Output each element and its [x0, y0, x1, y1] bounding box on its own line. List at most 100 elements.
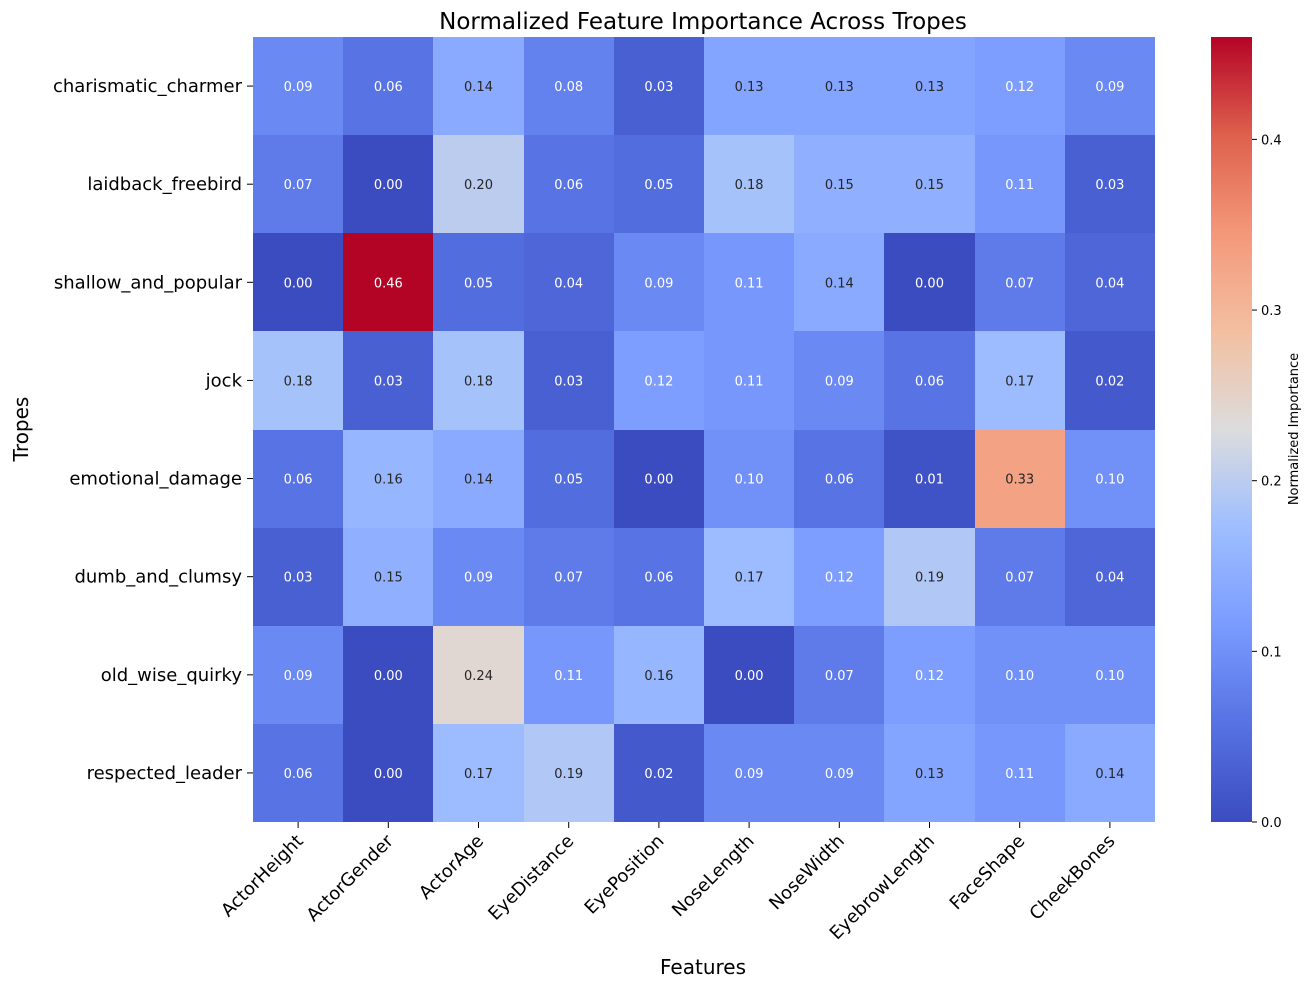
cell-value-label: 0.11: [735, 276, 764, 291]
cell-value-label: 0.14: [1095, 767, 1124, 782]
cell-value-label: 0.09: [644, 276, 673, 291]
cell-value-label: 0.09: [1095, 80, 1124, 95]
cell-value-label: 0.07: [284, 178, 313, 193]
heatmap-cell: [884, 37, 975, 135]
cell-value-label: 0.12: [915, 669, 944, 684]
heatmap-cell: [1065, 626, 1155, 724]
heatmap-cell: [975, 430, 1065, 528]
cell-value-label: 0.46: [374, 276, 403, 291]
cell-value-label: 0.13: [915, 80, 944, 95]
heatmap-cell: [343, 626, 433, 724]
heatmap-cell: [343, 331, 433, 430]
cell-value-label: 0.13: [915, 767, 944, 782]
heatmap-cell: [253, 724, 343, 822]
heatmap-cell: [614, 626, 704, 724]
heatmap-cell-labels: 0.09 0.06 0.14 0.08 0.03 0.13 0.13 0.13 0.12 0.09…: [284, 80, 1125, 782]
cell-value-label: 0.03: [554, 374, 583, 389]
heatmap-cell: [343, 135, 433, 233]
colorbar-tick-label: 0.4: [1261, 133, 1282, 148]
heatmap-cell: [884, 331, 975, 430]
heatmap-cell: [1065, 37, 1155, 135]
y-tick-label: dumb_and_clumsy: [74, 567, 242, 588]
heatmap-cell: [975, 37, 1065, 135]
heatmap-cell: [343, 430, 433, 528]
x-tick-label: FaceShape: [946, 831, 1029, 914]
colorbar-ticks: 0.0 0.1 0.2 0.3 0.4: [1252, 133, 1282, 831]
cell-value-label: 0.24: [464, 669, 493, 684]
cell-value-label: 0.12: [1005, 80, 1034, 95]
heatmap-cell: [975, 135, 1065, 233]
cell-value-label: 0.11: [1005, 767, 1034, 782]
heatmap-cell: [704, 331, 794, 430]
heatmap-cell: [614, 233, 704, 331]
heatmap-cell: [253, 626, 343, 724]
cell-value-label: 0.06: [554, 178, 583, 193]
y-tick-label: laidback_freebird: [87, 174, 242, 195]
y-axis-label: Tropes: [9, 397, 33, 463]
heatmap-cell: [1065, 135, 1155, 233]
heatmap-cell: [524, 331, 614, 430]
heatmap-cell: [433, 430, 524, 528]
cell-value-label: 0.03: [644, 80, 673, 95]
cell-value-label: 0.12: [644, 374, 673, 389]
heatmap-cell: [614, 135, 704, 233]
cell-value-label: 0.05: [554, 473, 583, 488]
heatmap-cell: [1065, 233, 1155, 331]
cell-value-label: 0.11: [735, 374, 764, 389]
cell-value-label: 0.07: [1005, 571, 1034, 586]
cell-value-label: 0.16: [374, 473, 403, 488]
heatmap-cell: [794, 626, 884, 724]
cell-value-label: 0.03: [374, 374, 403, 389]
heatmap-cell: [343, 233, 433, 331]
heatmap-cell: [975, 528, 1065, 626]
y-axis-ticks: charismatic_charmer laidback_freebirdshal…: [53, 76, 253, 784]
x-tick-label: ActorHeight: [217, 831, 307, 921]
heatmap-cell: [614, 724, 704, 822]
cell-value-label: 0.00: [374, 767, 403, 782]
cell-value-label: 0.06: [284, 473, 313, 488]
cell-value-label: 0.06: [644, 571, 673, 586]
colorbar-label: Normalized Importance: [1287, 353, 1302, 505]
cell-value-label: 0.06: [915, 374, 944, 389]
cell-value-label: 0.33: [1005, 473, 1034, 488]
heatmap-cell: [433, 626, 524, 724]
colorbar-tick-label: 0.1: [1261, 645, 1282, 660]
heatmap-cell: [524, 430, 614, 528]
cell-value-label: 0.18: [735, 178, 764, 193]
x-tick-label: NoseWidth: [765, 831, 849, 915]
cell-value-label: 0.00: [374, 669, 403, 684]
heatmap-cell: [1065, 430, 1155, 528]
heatmap-cell: [524, 37, 614, 135]
heatmap-cell: [524, 724, 614, 822]
heatmap-cell: [884, 626, 975, 724]
heatmap-cell: [253, 135, 343, 233]
heatmap-cell: [433, 331, 524, 430]
heatmap-cell: [704, 724, 794, 822]
cell-value-label: 0.05: [464, 276, 493, 291]
cell-value-label: 0.00: [735, 669, 764, 684]
heatmap-cell: [253, 430, 343, 528]
heatmap-cell: [343, 724, 433, 822]
cell-value-label: 0.10: [1095, 669, 1124, 684]
heatmap-cell: [884, 724, 975, 822]
heatmap-cell: [343, 37, 433, 135]
heatmap-cell: [794, 724, 884, 822]
cell-value-label: 0.18: [464, 374, 493, 389]
cell-value-label: 0.08: [554, 80, 583, 95]
cell-value-label: 0.10: [735, 473, 764, 488]
cell-value-label: 0.17: [735, 571, 764, 586]
cell-value-label: 0.15: [825, 178, 854, 193]
x-tick-label: EyePosition: [581, 831, 669, 919]
heatmap-cell: [975, 233, 1065, 331]
cell-value-label: 0.01: [915, 473, 944, 488]
heatmap-cell: [794, 37, 884, 135]
heatmap-cell: [975, 626, 1065, 724]
heatmap-cell: [614, 528, 704, 626]
cell-value-label: 0.15: [374, 571, 403, 586]
x-tick-label: CheekBones: [1026, 831, 1120, 925]
heatmap-cell: [1065, 331, 1155, 430]
heatmap-cell: [433, 233, 524, 331]
heatmap-cell: [343, 528, 433, 626]
cell-value-label: 0.11: [554, 669, 583, 684]
